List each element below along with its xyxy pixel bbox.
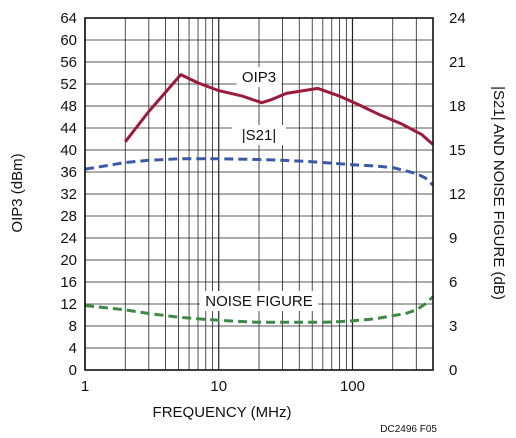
left-axis-title: OIP3 (dBm) <box>9 153 26 232</box>
right-tick-label: 6 <box>449 274 457 291</box>
x-tick-label: 1 <box>81 378 89 395</box>
series-label-background-s21 <box>232 125 286 145</box>
left-tick-label: 16 <box>60 274 77 291</box>
left-tick-label: 44 <box>60 120 77 137</box>
right-tick-label: 21 <box>449 54 466 71</box>
x-axis-ticks: 1 10 100 <box>81 378 365 395</box>
series-line-oip3 <box>124 73 434 146</box>
series-labels: OIP3 |S21| NOISE FIGURE <box>199 67 319 311</box>
series-label-background-noise-figure <box>199 291 319 311</box>
series-layer <box>84 73 435 324</box>
x-tick-label: 10 <box>210 378 227 395</box>
right-tick-label: 24 <box>449 10 466 27</box>
left-tick-label: 0 <box>69 362 77 379</box>
left-tick-label: 60 <box>60 32 77 49</box>
right-tick-label: 12 <box>449 186 466 203</box>
right-tick-label: 15 <box>449 142 466 159</box>
left-tick-label: 40 <box>60 142 77 159</box>
left-tick-label: 64 <box>60 10 77 27</box>
left-tick-label: 20 <box>60 252 77 269</box>
left-tick-label: 32 <box>60 186 77 203</box>
series-label-oip3: OIP3 <box>242 69 276 86</box>
series-line-s21 <box>84 157 435 187</box>
left-tick-label: 28 <box>60 208 77 225</box>
left-tick-label: 48 <box>60 98 77 115</box>
x-tick-label: 100 <box>340 378 365 395</box>
footnote: DC2496 F05 <box>380 424 437 435</box>
left-tick-label: 56 <box>60 54 77 71</box>
left-tick-label: 4 <box>69 340 77 357</box>
left-tick-label: 8 <box>69 318 77 335</box>
left-tick-label: 24 <box>60 230 77 247</box>
series-label-noise-figure: NOISE FIGURE <box>205 293 313 310</box>
plot-frame <box>84 17 434 371</box>
x-axis-title: FREQUENCY (MHz) <box>153 404 292 421</box>
left-tick-label: 12 <box>60 296 77 313</box>
right-tick-label: 9 <box>449 230 457 247</box>
series-label-background-oip3 <box>236 67 282 87</box>
right-tick-label: 3 <box>449 318 457 335</box>
right-tick-label: 18 <box>449 98 466 115</box>
series-line-noise-figure <box>84 295 435 324</box>
series-label-s21: |S21| <box>242 127 276 144</box>
left-tick-label: 52 <box>60 76 77 93</box>
left-tick-label: 36 <box>60 164 77 181</box>
right-axis-title: |S21| AND NOISE FIGURE (dB) <box>490 86 507 300</box>
right-axis-ticks: 0 3 6 9 12 15 18 21 24 <box>449 10 466 379</box>
right-tick-label: 0 <box>449 362 457 379</box>
